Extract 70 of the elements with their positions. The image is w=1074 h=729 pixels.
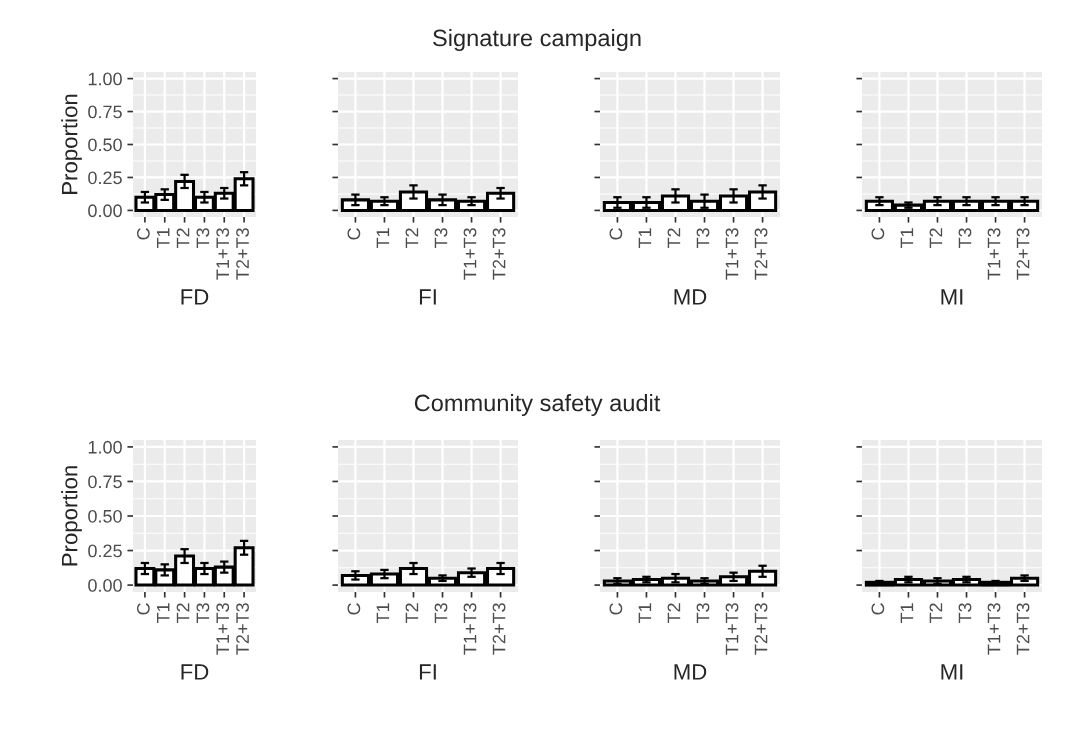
x-tick-label: T1 — [156, 603, 170, 624]
x-tick-label: T2 — [405, 228, 419, 249]
x-tick-label: T1 — [156, 228, 170, 249]
chart-title: Signature campaign — [433, 29, 641, 52]
x-axis-title: FD — [181, 289, 209, 305]
x-tick-label: T2 — [667, 603, 681, 624]
x-tick-label: T1+T3 — [725, 603, 739, 655]
y-tick-label: 0.00 — [88, 579, 122, 592]
x-tick-label: T3 — [196, 228, 210, 249]
x-tick-label: T1+T3 — [216, 603, 230, 655]
x-tick-label: T1 — [376, 603, 390, 624]
y-tick-label: 0.50 — [88, 509, 122, 523]
x-tick-label: T2 — [929, 603, 943, 624]
x-tick-label: T2 — [667, 228, 681, 249]
x-tick-label: T2 — [176, 228, 190, 249]
x-axis-title: FI — [419, 664, 436, 680]
x-tick-label: T1 — [638, 603, 652, 624]
x-tick-label: T2+T3 — [754, 603, 768, 655]
x-tick-label: C — [609, 228, 623, 240]
x-tick-label: T2 — [176, 603, 190, 624]
x-axis-title: FI — [419, 289, 436, 305]
x-tick-label: T1+T3 — [463, 228, 477, 280]
y-tick-label: 1.00 — [88, 72, 122, 86]
x-tick-label: T2+T3 — [492, 228, 506, 280]
x-tick-label: C — [347, 228, 361, 240]
x-tick-label: T1+T3 — [725, 228, 739, 280]
y-tick-label: 0.50 — [88, 138, 122, 152]
y-axis-title: Proportion — [61, 466, 82, 566]
x-tick-label: T2+T3 — [754, 228, 768, 280]
x-axis-title: MI — [941, 664, 963, 680]
x-tick-label: T3 — [434, 603, 448, 624]
x-tick-label: T3 — [958, 228, 972, 249]
x-tick-label: T2 — [929, 228, 943, 249]
x-tick-label: T1+T3 — [463, 603, 477, 655]
x-tick-label: C — [871, 228, 885, 240]
x-tick-label: T1 — [376, 228, 390, 249]
x-tick-label: C — [347, 603, 361, 615]
x-tick-label: C — [136, 228, 150, 240]
y-axis-title: Proportion — [61, 94, 82, 194]
x-axis-title: MI — [941, 289, 963, 305]
x-axis-title: MD — [674, 289, 707, 305]
x-tick-label: T1 — [900, 228, 914, 249]
chart-title: Community safety audit — [414, 393, 661, 416]
x-tick-label: T3 — [958, 603, 972, 624]
x-tick-label: T2+T3 — [236, 603, 249, 655]
y-tick-label: 0.25 — [88, 544, 122, 558]
x-tick-label: T3 — [434, 228, 448, 249]
x-tick-label: T2+T3 — [1016, 228, 1030, 280]
x-tick-label: T3 — [696, 603, 710, 624]
y-tick-label: 0.75 — [88, 105, 122, 119]
y-tick-label: 0.25 — [88, 171, 122, 185]
y-tick-label: 0.00 — [88, 204, 122, 218]
x-tick-label: T3 — [196, 603, 210, 624]
x-tick-label: T1+T3 — [216, 228, 230, 280]
y-tick-label: 0.75 — [88, 475, 122, 489]
x-tick-label: T1+T3 — [987, 603, 1001, 655]
x-tick-label: T2 — [405, 603, 419, 624]
x-tick-label: T2+T3 — [236, 228, 249, 280]
x-tick-label: T2+T3 — [1016, 603, 1030, 655]
x-tick-label: C — [609, 603, 623, 615]
x-tick-label: T3 — [696, 228, 710, 249]
x-tick-label: C — [871, 603, 885, 615]
y-tick-label: 1.00 — [88, 440, 122, 454]
x-axis-title: MD — [674, 664, 707, 680]
x-tick-label: T2+T3 — [492, 603, 506, 655]
x-tick-label: T1 — [900, 603, 914, 624]
x-tick-label: T1 — [638, 228, 652, 249]
x-tick-label: C — [136, 603, 150, 615]
x-axis-title: FD — [181, 664, 209, 680]
x-tick-label: T1+T3 — [987, 228, 1001, 280]
